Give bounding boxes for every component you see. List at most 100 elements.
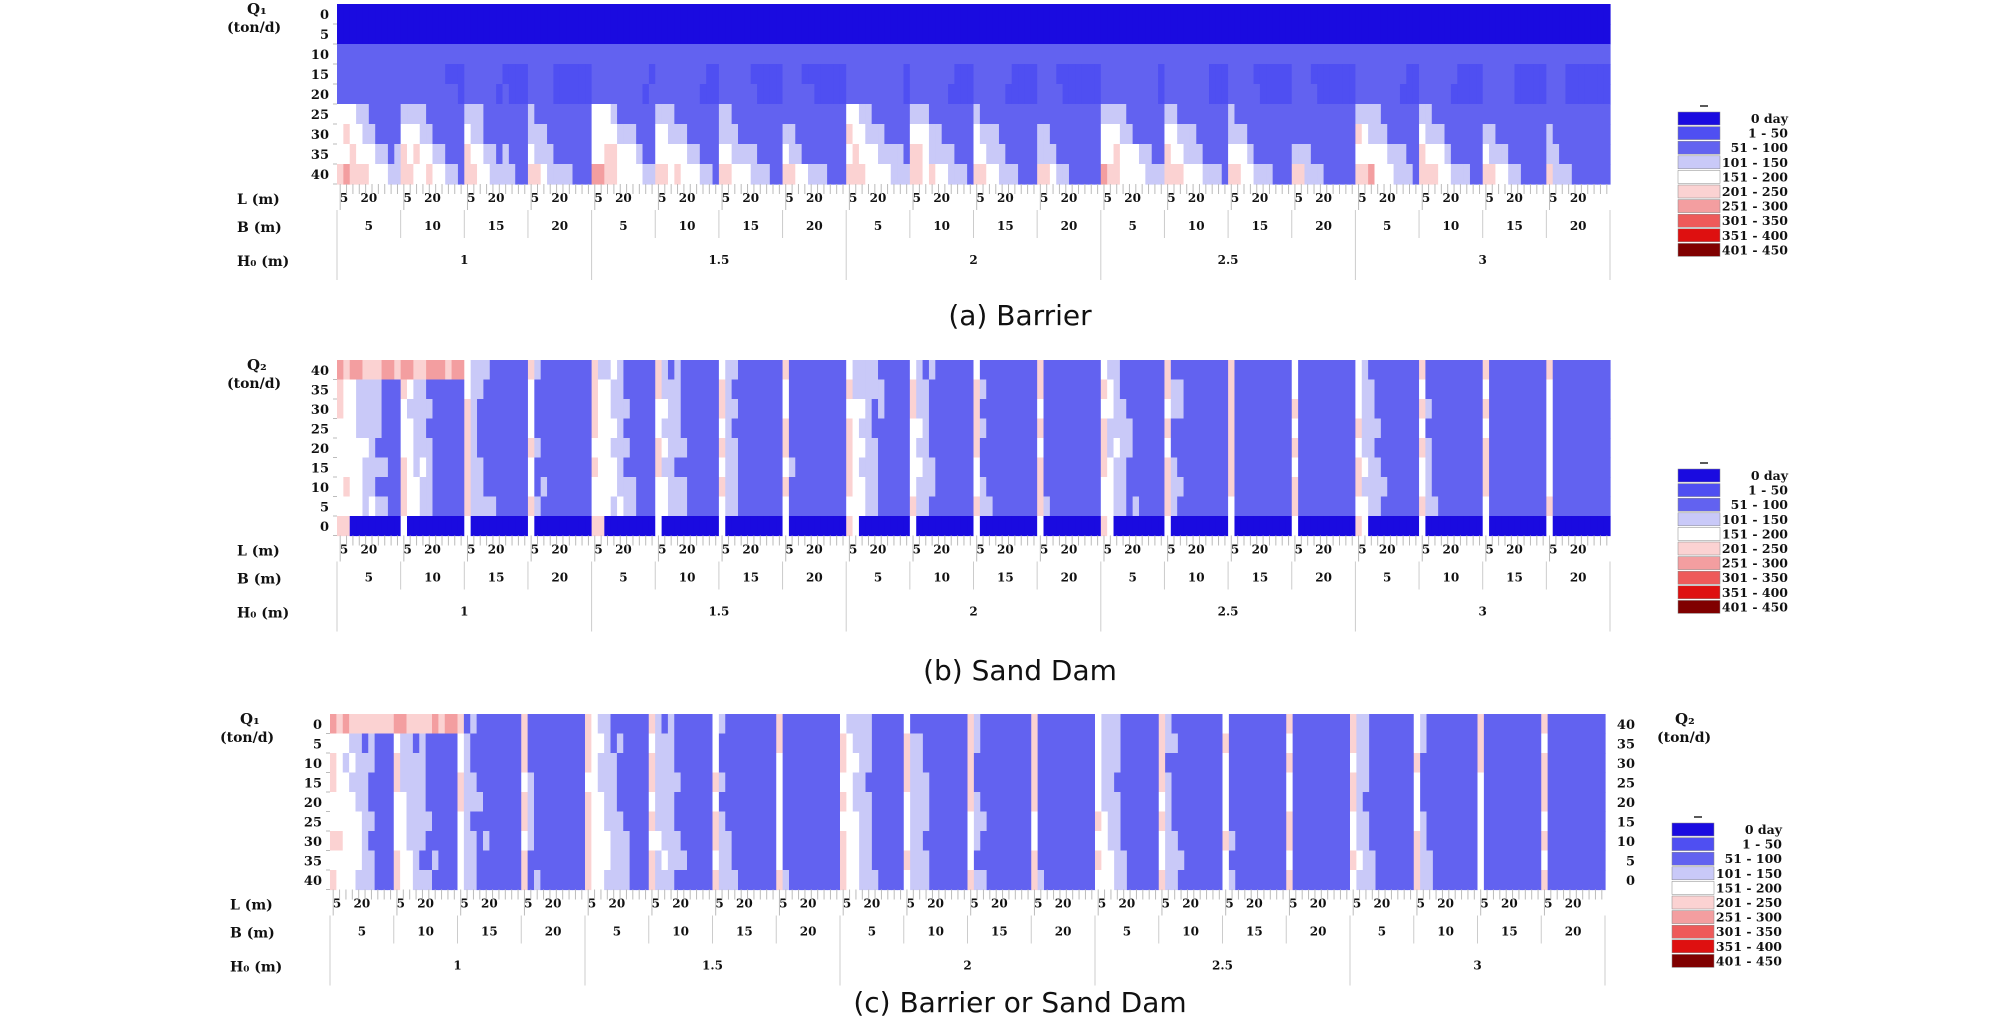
heatmap-cell: [1584, 144, 1592, 165]
heatmap-cell: [1458, 714, 1466, 735]
heatmap-cell: [1272, 438, 1280, 459]
L-tick-label: 5: [722, 543, 730, 557]
heatmap-cell: [897, 360, 905, 381]
heatmap-cell: [1431, 418, 1439, 439]
heatmap-cell: [839, 496, 847, 517]
heatmap-cell: [1189, 496, 1197, 517]
heatmap-cell: [394, 399, 402, 420]
heatmap-cell: [1100, 44, 1108, 65]
heatmap-cell: [1177, 84, 1185, 105]
heatmap-cell: [1221, 144, 1229, 165]
heatmap-cell: [1215, 4, 1223, 25]
heatmap-cell: [1253, 24, 1261, 45]
heatmap-cell: [1343, 733, 1351, 754]
heatmap-cell: [782, 104, 790, 125]
heatmap-cell: [706, 84, 714, 105]
heatmap-cell: [1024, 457, 1032, 478]
heatmap-cell: [585, 418, 593, 439]
B-tick-label: 5: [619, 219, 627, 233]
heatmap-cell: [865, 772, 873, 793]
heatmap-cell: [1559, 124, 1567, 145]
heatmap-cell: [1138, 144, 1146, 165]
L-tick-label: 20: [742, 543, 759, 557]
heatmap-cell: [1298, 144, 1306, 165]
heatmap-cell: [336, 714, 344, 735]
heatmap-cell: [553, 124, 561, 145]
heatmap-cell: [540, 24, 548, 45]
heatmap-cell: [477, 44, 484, 65]
heatmap-cell: [757, 516, 765, 537]
heatmap-cell: [731, 399, 739, 420]
heatmap-cell: [1406, 496, 1414, 517]
heatmap-cell: [1342, 438, 1350, 459]
heatmap-cell: [1355, 399, 1363, 420]
heatmap-cell: [1177, 457, 1185, 478]
heatmap-cell: [559, 24, 567, 45]
heatmap-cell: [566, 104, 574, 125]
heatmap-cell: [1337, 714, 1345, 735]
heatmap-cell: [629, 399, 637, 420]
heatmap-cell: [1005, 64, 1013, 85]
heatmap-cell: [979, 144, 987, 165]
heatmap-cell: [1196, 438, 1204, 459]
heatmap-cell: [1221, 438, 1229, 459]
heatmap-cell: [744, 399, 752, 420]
heatmap-cell: [337, 477, 344, 498]
heatmap-cell: [1445, 753, 1453, 774]
heatmap-cell: [1560, 753, 1568, 774]
heatmap-cell: [337, 418, 344, 439]
L-axis-label: L (m): [237, 544, 280, 560]
heatmap-cell: [833, 360, 841, 381]
heatmap-cell: [1267, 772, 1275, 793]
heatmap-cell: [1056, 124, 1064, 145]
heatmap-cell: [1253, 104, 1261, 125]
heatmap-cell: [820, 418, 828, 439]
heatmap-cell: [1438, 477, 1446, 498]
heatmap-cell: [1113, 104, 1121, 125]
heatmap-cell: [846, 4, 854, 25]
heatmap-cell: [1578, 457, 1586, 478]
heatmap-cell: [623, 438, 631, 459]
heatmap-cell: [1368, 64, 1376, 85]
heatmap-cell: [496, 457, 504, 478]
heatmap-cell: [878, 84, 885, 105]
heatmap-cell: [890, 84, 898, 105]
heatmap-cell: [687, 4, 695, 25]
heatmap-cell: [470, 516, 478, 537]
heatmap-cell: [674, 44, 682, 65]
heatmap-cell: [406, 733, 414, 754]
heatmap-cell: [515, 438, 523, 459]
heatmap-cell: [1011, 24, 1019, 45]
heatmap-cell: [1387, 64, 1395, 85]
heatmap-cell: [445, 477, 453, 498]
heatmap-cell: [1138, 418, 1146, 439]
heatmap-cell: [1177, 714, 1185, 735]
heatmap-cell: [1240, 24, 1248, 45]
heatmap-cell: [1463, 24, 1471, 45]
heatmap-cell: [591, 438, 599, 459]
heatmap-cell: [1310, 24, 1318, 45]
heatmap-cell: [1145, 399, 1153, 420]
heatmap-cell: [782, 360, 790, 381]
heatmap-cell: [1151, 516, 1159, 537]
heatmap-cell: [1196, 516, 1204, 537]
heatmap-cell: [1489, 144, 1497, 165]
heatmap-cell: [362, 164, 370, 185]
heatmap-cell: [941, 516, 949, 537]
heatmap-cell: [1355, 144, 1363, 165]
heatmap-cell: [1259, 104, 1267, 125]
heatmap-cell: [1171, 733, 1179, 754]
heatmap-cell: [470, 714, 478, 735]
heatmap-cell: [808, 418, 815, 439]
heatmap-cell: [1266, 438, 1274, 459]
heatmap-cell: [1311, 714, 1319, 735]
heatmap-cell: [1247, 64, 1255, 85]
heatmap-cell: [687, 124, 695, 145]
heatmap-cell: [1132, 457, 1140, 478]
heatmap-cell: [1177, 753, 1185, 774]
heatmap-cell: [1114, 714, 1122, 735]
heatmap-cell: [1375, 714, 1383, 735]
heatmap-cell: [419, 457, 427, 478]
heatmap-cell: [1571, 84, 1579, 105]
heatmap-cell: [1291, 418, 1299, 439]
